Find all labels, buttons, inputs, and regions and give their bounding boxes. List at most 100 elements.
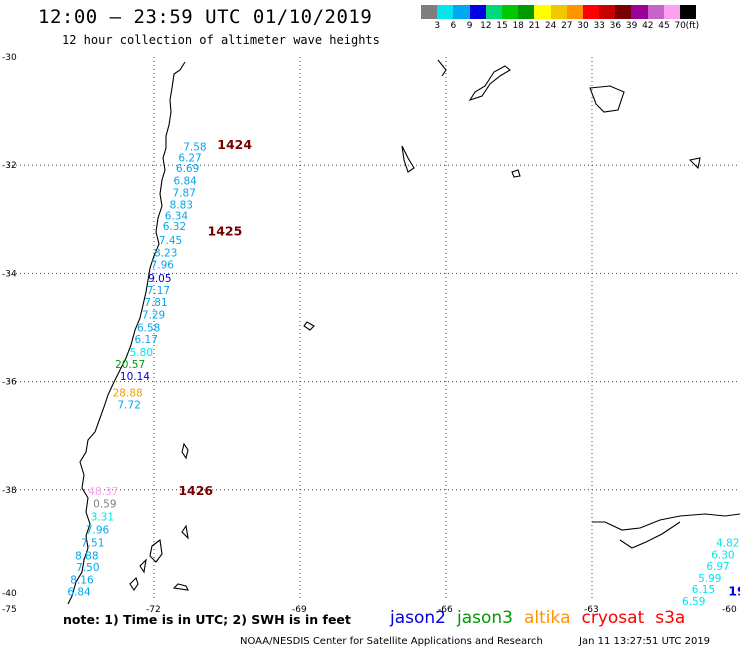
wave-height-label: 7.58 bbox=[183, 142, 206, 154]
wave-height-label: 7.50 bbox=[76, 562, 99, 574]
wave-height-label: 6.17 bbox=[135, 334, 158, 346]
wave-height-label: 3.31 bbox=[91, 512, 114, 524]
colorbar-label: 9 bbox=[466, 21, 473, 31]
wave-height-label: 6.15 bbox=[692, 584, 715, 596]
wave-height-label: 8.88 bbox=[75, 551, 98, 563]
wave-height-label: 8.16 bbox=[70, 574, 94, 586]
colorbar-label: 27 bbox=[561, 21, 573, 31]
axis-labels: -75 -72 -69 -66 -63 -60 -30 -32 -34 -36 -38 -40 bbox=[2, 53, 737, 615]
colorbar-label: 70 bbox=[674, 21, 686, 31]
colorbar-label: 18 bbox=[512, 21, 524, 31]
wave-height-labels: 7.586.276.696.847.878.836.346.327.458.23… bbox=[67, 142, 739, 608]
colorbar-swatch bbox=[582, 5, 600, 19]
wave-height-label: 6.84 bbox=[67, 586, 91, 598]
colorbar-swatch bbox=[469, 5, 486, 19]
colorbar-swatch bbox=[518, 5, 535, 19]
island-outline bbox=[688, 157, 701, 170]
colorbar-label: 42 bbox=[642, 21, 654, 31]
wave-height-label: 0.59 bbox=[93, 499, 116, 511]
colorbar-label: 39 bbox=[625, 21, 638, 31]
wave-height-label: 7.17 bbox=[147, 285, 170, 297]
wave-height-label: 6.32 bbox=[163, 221, 186, 233]
chiloe-island bbox=[149, 539, 163, 563]
colorbar-label: 21 bbox=[528, 21, 541, 31]
legend-entry-altika: altika bbox=[524, 608, 571, 628]
wave-height-label: 8.23 bbox=[154, 248, 177, 260]
coastal-island bbox=[181, 524, 189, 540]
longitude-tick-label: -60 bbox=[722, 605, 737, 615]
latitude-tick-label: -34 bbox=[2, 269, 17, 279]
legend-entry-jason3: jason3 bbox=[457, 608, 513, 628]
coastal-island bbox=[181, 442, 189, 460]
colorbar-label: 36 bbox=[609, 21, 622, 31]
wave-height-label: 7.72 bbox=[118, 400, 141, 412]
latitude-tick-label: -30 bbox=[2, 53, 17, 63]
colorbar-swatch bbox=[534, 5, 551, 19]
latitude-tick-label: -36 bbox=[2, 378, 17, 388]
wave-height-label: 7.81 bbox=[144, 297, 167, 309]
colorbar-label: 33 bbox=[593, 21, 605, 31]
colorbar-swatch bbox=[566, 5, 583, 19]
wave-height-label: 7.29 bbox=[142, 309, 165, 321]
longitude-tick-label: -75 bbox=[2, 605, 17, 615]
colorbar-swatch bbox=[485, 5, 502, 19]
track-ids: 1424 1425 1426 19 bbox=[178, 137, 740, 598]
timestamp-text: Jan 11 13:27:51 UTC 2019 bbox=[579, 636, 711, 647]
island-outline bbox=[401, 145, 415, 173]
wave-height-label: 6.30 bbox=[711, 550, 734, 562]
island-outline bbox=[437, 59, 447, 77]
latitude-tick-label: -32 bbox=[2, 161, 17, 171]
coastline bbox=[67, 59, 740, 605]
longitude-tick-label: -66 bbox=[438, 605, 453, 615]
wave-height-label: 20.57 bbox=[115, 359, 145, 371]
wave-height-label: 28.88 bbox=[113, 388, 143, 400]
wave-height-label: 7.87 bbox=[172, 188, 195, 200]
colorbar-swatch bbox=[599, 5, 616, 19]
colorbar-label: 30 bbox=[577, 21, 589, 31]
colorbar-label: 12 bbox=[480, 21, 492, 31]
colorbar-swatch bbox=[647, 5, 664, 19]
wave-height-label: 5.80 bbox=[130, 347, 153, 359]
colorbar-label: (ft) bbox=[685, 21, 700, 31]
falkland-coast bbox=[592, 513, 740, 531]
wave-height-label: 7.96 bbox=[151, 260, 175, 272]
wave-height-label: 7.96 bbox=[86, 525, 110, 537]
wave-height-label: 6.69 bbox=[176, 163, 199, 175]
colorbar-swatch bbox=[680, 5, 697, 19]
wave-height-label: 4.82 bbox=[716, 538, 739, 550]
legend-entry-s3a: s3a bbox=[655, 608, 686, 628]
credit-text: NOAA/NESDIS Center for Satellite Applica… bbox=[240, 636, 543, 647]
legend-entry-cryosat: cryosat bbox=[581, 608, 645, 628]
chile-coastline bbox=[67, 61, 186, 605]
wave-height-label: 9.05 bbox=[148, 273, 171, 285]
track-id-label: 1424 bbox=[217, 137, 252, 152]
coastal-island bbox=[129, 576, 139, 591]
colorbar-label: 45 bbox=[658, 21, 670, 31]
colorbar-swatch bbox=[663, 5, 680, 19]
colorbar-label: 6 bbox=[450, 21, 457, 31]
colorbar-swatch bbox=[437, 5, 454, 19]
wave-height-label: 48.37 bbox=[88, 486, 118, 498]
colorbar-swatch bbox=[631, 5, 648, 19]
track-id-label: 1426 bbox=[178, 483, 213, 498]
colorbar-labels: 3 6 9 12 15 18 21 24 27 30 33 36 39 42 45 70 (ft) bbox=[421, 21, 733, 33]
colorbar-label: 24 bbox=[544, 21, 557, 31]
legend-entry-jason2: jason2 bbox=[390, 608, 446, 628]
colorbar-label: 3 bbox=[434, 21, 441, 31]
satellite-legend: jason2 jason3 altika cryosat s3a bbox=[390, 608, 696, 628]
note-text: note: 1) Time is in UTC; 2) SWH is in fe… bbox=[63, 612, 351, 627]
juan-fernandez-island bbox=[303, 321, 315, 331]
wave-height-label: 7.45 bbox=[159, 235, 182, 247]
coastal-island bbox=[139, 558, 147, 574]
map-grid bbox=[8, 57, 738, 598]
island-outline bbox=[511, 169, 521, 178]
colorbar-swatch bbox=[501, 5, 519, 19]
longitude-tick-label: -63 bbox=[584, 605, 599, 615]
colorbar-swatch bbox=[453, 5, 470, 19]
longitude-tick-label: -69 bbox=[292, 605, 307, 615]
wave-height-label: 6.84 bbox=[173, 176, 197, 188]
wave-height-label: 8.83 bbox=[170, 199, 193, 211]
latitude-tick-label: -38 bbox=[2, 486, 17, 496]
latitude-tick-label: -40 bbox=[2, 589, 17, 599]
